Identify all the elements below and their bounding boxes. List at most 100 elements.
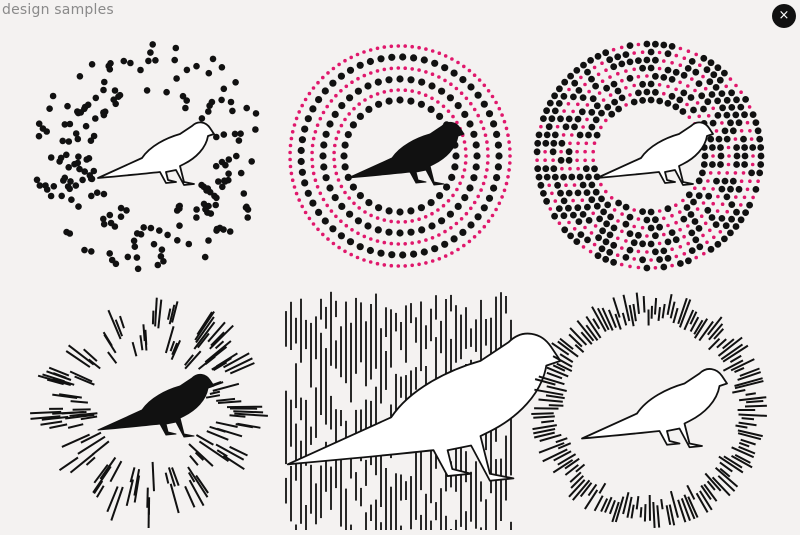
pattern-dot — [447, 199, 451, 203]
pattern-dot — [561, 226, 568, 233]
pattern-dot — [237, 130, 244, 137]
pattern-dot — [436, 113, 443, 120]
pattern-dot — [543, 158, 547, 162]
pattern-dot — [637, 217, 641, 221]
pattern-dot — [66, 186, 73, 193]
pattern-dot — [221, 177, 228, 184]
pattern-dot — [346, 211, 353, 218]
sample-radial-line-ring[interactable] — [529, 290, 769, 530]
pattern-dot — [101, 191, 108, 198]
pattern-dot — [729, 77, 733, 81]
pattern-dot — [421, 248, 428, 255]
pattern-dot — [606, 249, 613, 256]
pattern-dot — [390, 264, 394, 268]
close-icon: × — [779, 8, 790, 23]
pattern-dot — [388, 54, 395, 61]
pattern-dot — [658, 242, 662, 246]
pattern-dot — [721, 202, 725, 206]
sample-concentric-dot-rings[interactable] — [280, 36, 520, 276]
pattern-line — [637, 496, 639, 509]
pattern-dot — [710, 71, 717, 78]
pattern-dot — [604, 119, 608, 123]
pattern-dot — [606, 56, 613, 63]
pattern-dot — [205, 108, 212, 115]
pattern-dot — [610, 242, 617, 249]
pattern-dot — [451, 115, 455, 119]
pattern-dot — [173, 45, 180, 52]
pattern-dot — [644, 265, 651, 272]
pattern-dot — [543, 150, 547, 154]
pattern-dot — [507, 168, 511, 172]
pattern-dot — [593, 66, 597, 70]
sample-scattered-dots[interactable] — [30, 36, 270, 276]
pattern-dot — [342, 142, 349, 149]
pattern-dot — [710, 120, 717, 127]
pattern-dot — [574, 204, 581, 211]
pattern-dot — [693, 186, 697, 190]
pattern-dot — [706, 179, 710, 183]
pattern-dot — [595, 234, 602, 241]
pattern-dot — [704, 222, 708, 226]
pattern-dot — [571, 124, 578, 131]
pattern-dot — [152, 57, 159, 64]
pattern-dot — [567, 88, 571, 92]
pattern-dot — [290, 172, 294, 176]
pattern-dot — [632, 225, 636, 229]
pattern-dot — [383, 263, 387, 267]
pattern-dot — [236, 137, 243, 144]
pattern-dot — [648, 241, 655, 248]
pattern-dot — [362, 50, 366, 54]
pattern-dot — [727, 154, 731, 158]
sample-vertical-lines[interactable] — [280, 290, 520, 530]
pattern-dot — [603, 220, 610, 227]
sample-dense-dot-rings[interactable] — [529, 36, 769, 276]
pattern-dot — [486, 161, 490, 165]
pattern-dot — [174, 237, 181, 244]
pattern-dot — [702, 201, 706, 205]
pattern-dot — [486, 154, 490, 158]
pattern-dot — [479, 188, 483, 192]
pattern-dot — [91, 168, 98, 175]
pattern-dot — [34, 177, 41, 184]
pattern-dot — [746, 121, 750, 125]
pattern-dot — [297, 198, 301, 202]
pattern-dot — [367, 247, 374, 254]
pattern-dot — [602, 49, 609, 56]
pattern-dot — [598, 91, 602, 95]
pattern-dot — [442, 204, 446, 208]
pattern-dot — [73, 182, 80, 189]
pattern-dot — [711, 187, 715, 191]
pattern-dot — [484, 175, 488, 179]
pattern-dot — [463, 140, 467, 144]
pattern-dot — [570, 133, 574, 137]
pattern-dot — [696, 101, 700, 105]
pattern-dot — [567, 233, 574, 240]
pattern-dot — [632, 51, 636, 55]
pattern-dot — [637, 250, 641, 254]
pattern-dot — [594, 203, 601, 210]
pattern-dot — [493, 174, 500, 181]
pattern-dot — [424, 215, 428, 219]
pattern-dot — [692, 69, 699, 76]
pattern-dot — [461, 175, 465, 179]
pattern-dot — [428, 106, 435, 113]
pattern-dot — [721, 236, 728, 243]
pattern-dot — [345, 131, 352, 138]
pattern-dot — [696, 80, 703, 87]
pattern-line — [541, 421, 554, 423]
pattern-dot — [322, 87, 329, 94]
pattern-dot — [340, 185, 344, 189]
pattern-dot — [719, 90, 726, 97]
pattern-dot — [215, 178, 222, 185]
pattern-dot — [612, 48, 616, 52]
pattern-line — [68, 424, 83, 428]
pattern-dot — [390, 242, 394, 246]
pattern-dot — [591, 150, 595, 154]
pattern-dot — [37, 182, 44, 189]
pattern-dot — [656, 256, 663, 263]
sample-radial-lines[interactable] — [30, 288, 270, 528]
close-button[interactable]: × — [772, 4, 796, 28]
pattern-dot — [618, 61, 625, 68]
pattern-dot — [350, 80, 354, 84]
pattern-dot — [451, 235, 458, 242]
